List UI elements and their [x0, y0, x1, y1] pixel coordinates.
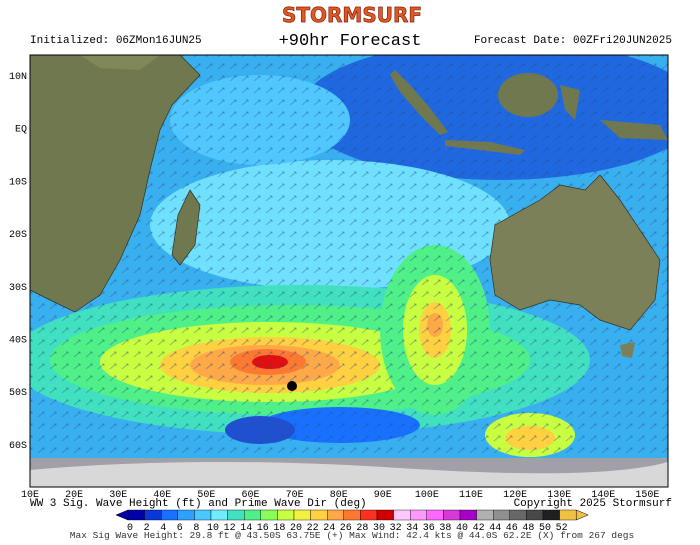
scale-label: 40 [456, 523, 468, 534]
scale-label: 2 [144, 523, 150, 534]
lat-label: 10S [9, 177, 27, 188]
scale-swatch [327, 509, 345, 521]
lat-label: 50S [9, 388, 27, 399]
scale-arrow-right [575, 509, 589, 521]
lon-label: 120E [503, 490, 527, 501]
scale-arrow-left [115, 509, 129, 521]
scale-label: 22 [307, 523, 319, 534]
scale-swatch [194, 509, 212, 521]
scale-swatch [227, 509, 245, 521]
scale-swatch [277, 509, 295, 521]
scale-swatch [360, 509, 378, 521]
scale-label: 28 [356, 523, 368, 534]
lon-label: 20E [65, 490, 83, 501]
scale-swatch [127, 509, 145, 521]
scale-label: 4 [160, 523, 166, 534]
scale-label: 48 [522, 523, 534, 534]
scale-swatch [426, 509, 444, 521]
lat-labels: 10N EQ 10S 20S 30S 40S 50S 60S [9, 72, 27, 452]
scale-swatch [310, 509, 328, 521]
scale-swatch [476, 509, 494, 521]
scale-label: 10 [207, 523, 219, 534]
scale-label: 8 [193, 523, 199, 534]
scale-label: 36 [423, 523, 435, 534]
scale-label: 6 [177, 523, 183, 534]
scale-swatch [459, 509, 477, 521]
lon-label: 60E [241, 490, 259, 501]
lon-label: 110E [459, 490, 483, 501]
map-field [30, 55, 668, 487]
scale-swatch [260, 509, 278, 521]
lon-label: 90E [374, 490, 392, 501]
scale-label: 26 [340, 523, 352, 534]
scale-swatch [393, 509, 411, 521]
scale-swatch [526, 509, 544, 521]
scale-swatch [493, 509, 511, 521]
map-frame [29, 54, 669, 488]
scale-swatch [410, 509, 428, 521]
logo: STORMSURF [282, 3, 422, 27]
lat-label: 10N [9, 72, 27, 83]
scale-swatch [559, 509, 577, 521]
scale-label: 42 [473, 523, 485, 534]
scale-label: 50 [539, 523, 551, 534]
scale-label: 24 [323, 523, 335, 534]
scale-swatch [160, 509, 178, 521]
scale-label: 44 [489, 523, 501, 534]
lon-label: 130E [547, 490, 571, 501]
lat-label: 20S [9, 230, 27, 241]
scale-label: 14 [240, 523, 252, 534]
scale-label: 16 [257, 523, 269, 534]
scale-swatch [443, 509, 461, 521]
copyright: Copyright 2025 Stormsurf [514, 498, 672, 510]
scale-label: 20 [290, 523, 302, 534]
lon-label: 50E [197, 490, 215, 501]
scale-label: 46 [506, 523, 518, 534]
lon-label: 100E [415, 490, 439, 501]
lon-label: 10E [21, 490, 39, 501]
scale-swatch [509, 509, 527, 521]
lon-label: 70E [286, 490, 304, 501]
scale-swatch [542, 509, 560, 521]
scale-label: 38 [439, 523, 451, 534]
forecast-date: Forecast Date: 00ZFri20JUN2025 [474, 35, 672, 47]
scale-swatch [293, 509, 311, 521]
scale-label: 32 [390, 523, 402, 534]
lon-label: 40E [153, 490, 171, 501]
lon-label: 30E [109, 490, 127, 501]
scale-label: 18 [273, 523, 285, 534]
lon-labels: 10E 20E 30E 40E 50E 60E 70E 80E 90E 100E 110E 120E 1… [21, 490, 659, 501]
scale-swatch [243, 509, 261, 521]
lon-label: 140E [591, 490, 615, 501]
scale-label: 52 [556, 523, 568, 534]
initialized: Initialized: 06ZMon16JUN25 [30, 35, 202, 47]
scale-label: 0 [127, 523, 133, 534]
scale-swatch [177, 509, 195, 521]
scale-swatch [376, 509, 394, 521]
lon-label: 150E [635, 490, 659, 501]
lat-label: EQ [15, 125, 27, 136]
caption: WW 3 Sig. Wave Height (ft) and Prime Wav… [30, 498, 367, 510]
scale-label: 12 [224, 523, 236, 534]
stats: Max Sig Wave Height: 29.8 ft @ 43.50S 63… [70, 530, 634, 540]
scale-swatch [144, 509, 162, 521]
lat-label: 30S [9, 283, 27, 294]
lon-label: 80E [330, 490, 348, 501]
scale-swatch [210, 509, 228, 521]
scale-swatch [343, 509, 361, 521]
scale-label: 34 [406, 523, 418, 534]
scale-label: 30 [373, 523, 385, 534]
lat-label: 40S [9, 336, 27, 347]
lat-label: 60S [9, 441, 27, 452]
title: +90hr Forecast [279, 32, 422, 51]
color-scale: 0 2 4 6 8 10 12 14 16 18 20 22 24 26 28 30 32 34 36 38 40 42 4… [115, 509, 589, 534]
